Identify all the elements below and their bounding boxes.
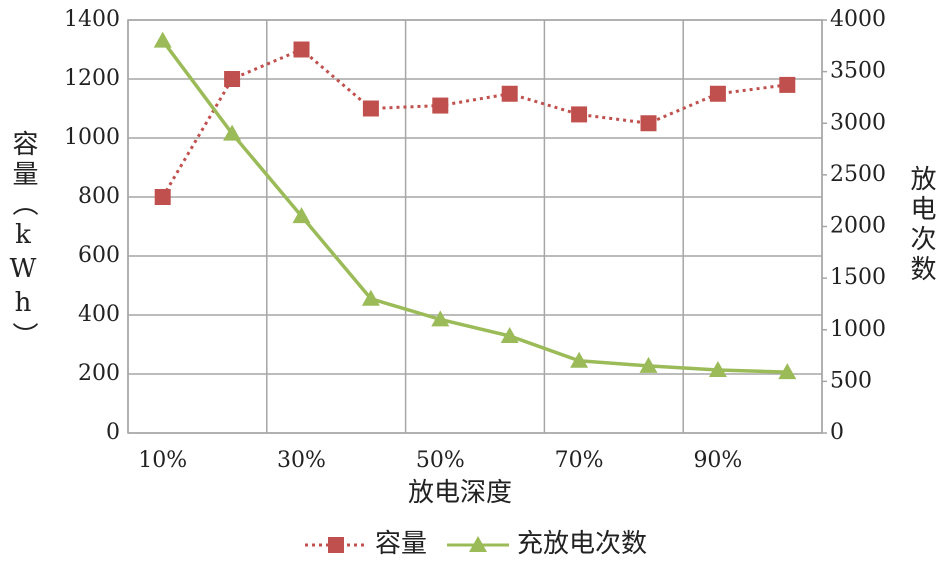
- data-point: [570, 351, 589, 368]
- series-line: [161, 47, 788, 198]
- y-axis-label: 容量（kWh）: [8, 130, 38, 352]
- data-point: [224, 71, 241, 87]
- y-tick-label: 400: [78, 302, 120, 327]
- data-point: [639, 356, 658, 373]
- data-point: [501, 85, 518, 102]
- y2-tick-label: 4000: [830, 7, 886, 32]
- data-point: [361, 289, 380, 306]
- y2-tick-label: 0: [830, 420, 844, 445]
- data-point: [153, 31, 172, 48]
- legend-label: 充放电次数: [517, 529, 647, 559]
- y-tick-label: 1000: [64, 125, 120, 150]
- data-point: [709, 85, 726, 102]
- data-point: [431, 310, 450, 327]
- legend-marker: [469, 536, 488, 552]
- x-tick-label: 70%: [555, 448, 604, 473]
- data-point: [362, 100, 379, 117]
- y2-axis-label: 放电次数: [906, 165, 936, 285]
- data-point: [778, 363, 797, 380]
- y-tick-label: 1200: [64, 66, 120, 91]
- y2-tick-label: 500: [830, 368, 872, 393]
- y-tick-label: 800: [78, 184, 120, 209]
- data-point: [292, 207, 311, 224]
- data-point: [432, 97, 449, 114]
- y2-tick-label: 1000: [830, 317, 886, 342]
- data-point: [571, 106, 588, 123]
- y-tick-label: 1400: [64, 7, 120, 32]
- data-point: [708, 361, 727, 378]
- y2-tick-label: 2000: [830, 214, 886, 239]
- x-tick-label: 50%: [416, 448, 465, 473]
- x-tick-label: 90%: [693, 448, 742, 473]
- y-tick-label: 200: [78, 361, 120, 386]
- legend-label: 容量: [375, 529, 427, 559]
- x-axis-label: 放电深度: [408, 478, 512, 508]
- data-point: [500, 326, 519, 343]
- plot-border: [127, 19, 823, 434]
- data-point: [223, 124, 242, 141]
- x-tick-label: 30%: [277, 448, 326, 473]
- series-line: [161, 39, 788, 374]
- y-tick-label: 0: [106, 420, 120, 445]
- y-tick-label: 600: [78, 243, 120, 268]
- data-point: [640, 115, 657, 132]
- y2-tick-label: 3500: [830, 59, 886, 84]
- data-point: [154, 189, 171, 205]
- data-point: [293, 41, 310, 58]
- y2-tick-label: 3000: [830, 110, 886, 135]
- y2-tick-label: 2500: [830, 162, 886, 187]
- data-point: [779, 76, 796, 93]
- x-tick-label: 10%: [138, 448, 187, 473]
- y2-tick-label: 1500: [830, 265, 886, 290]
- legend-marker: [328, 537, 344, 553]
